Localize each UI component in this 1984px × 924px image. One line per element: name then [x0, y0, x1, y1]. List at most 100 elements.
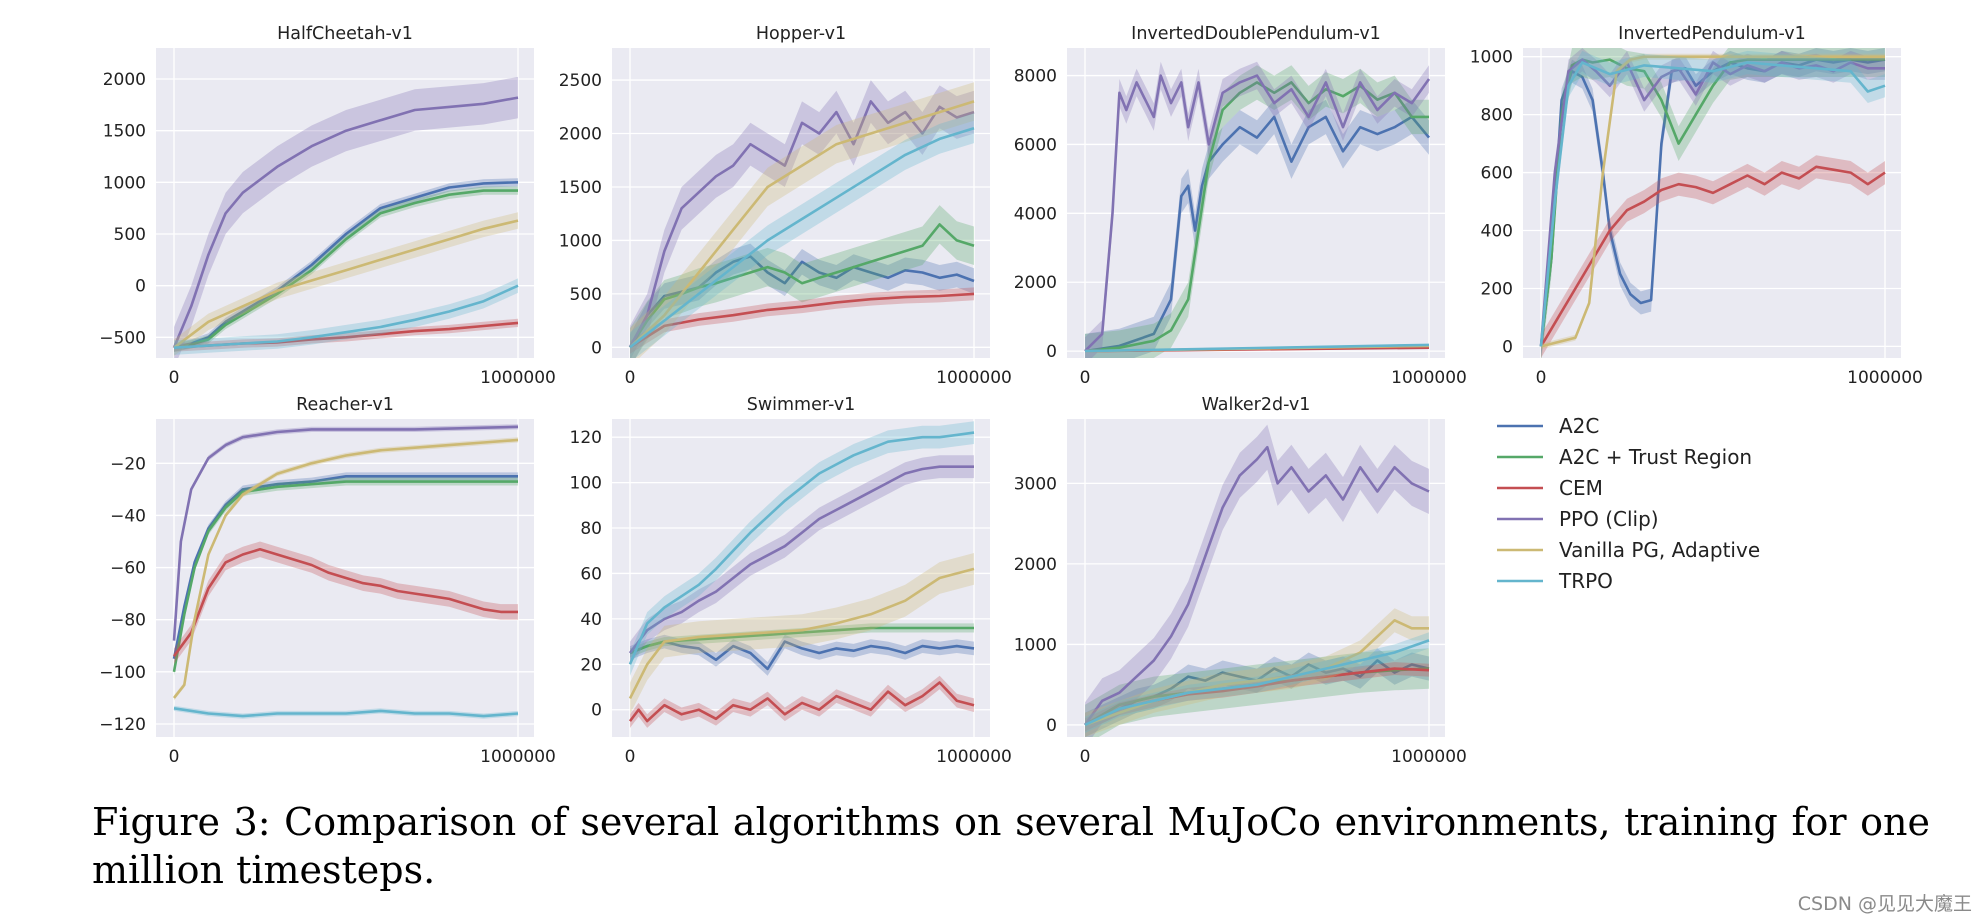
y-tick-label: −500 — [99, 328, 146, 348]
band-vanilla-pg-adaptive — [630, 553, 974, 715]
x-tick-label: 1000000 — [1391, 747, 1467, 767]
series-line-trpo — [1539, 61, 1886, 347]
chart-title: InvertedDoublePendulum-v1 — [1131, 24, 1381, 44]
y-tick-label: −20 — [110, 454, 146, 474]
y-tick-label: 2000 — [103, 70, 146, 90]
plot-background — [1523, 48, 1901, 358]
y-tick-label: 0 — [591, 338, 602, 358]
band-trpo — [630, 421, 974, 676]
x-tick-label: 0 — [625, 368, 636, 388]
chart-title: Hopper-v1 — [756, 24, 846, 44]
series-group — [1084, 61, 1431, 358]
series-group — [628, 421, 975, 728]
series-line-a2c-trust-region — [172, 480, 518, 673]
series-line-vanilla-pg-adaptive — [629, 100, 975, 349]
y-tick-label: 40 — [580, 610, 602, 630]
plot-background — [156, 48, 534, 358]
y-tick-label: 500 — [570, 285, 602, 305]
series-line-trpo — [629, 126, 975, 349]
y-tick-label: 100 — [570, 474, 602, 494]
series-line-trpo — [1084, 639, 1430, 727]
band-a2c-trust-region — [1541, 48, 1885, 358]
band-ppo-clip — [1085, 424, 1429, 737]
band-vanilla-pg-adaptive — [174, 212, 518, 356]
series-line-a2c — [173, 181, 519, 349]
y-tick-label: 1500 — [103, 122, 146, 142]
legend-label-vanilla-pg-adaptive: Vanilla PG, Adaptive — [1559, 538, 1760, 562]
x-tick-label: 0 — [1080, 368, 1091, 388]
legend: A2C A2C + Trust Region CEM PPO (Clip) Vanill… — [1497, 414, 1760, 593]
series-line-ppo-clip — [1083, 445, 1430, 726]
y-tick-label: −40 — [110, 506, 146, 526]
panel-swimmer-v1: 0 1000000 0 20 40 60 80 100 120 Swimmer-v1 — [570, 395, 1012, 767]
y-tick-label: −100 — [99, 663, 146, 683]
x-tick-label: 0 — [169, 368, 180, 388]
legend-label-a2c-trust-region: A2C + Trust Region — [1559, 445, 1752, 469]
y-tick-label: 0 — [1046, 342, 1057, 362]
y-tick-label: 400 — [1481, 222, 1513, 242]
band-trpo — [174, 278, 518, 355]
chart-title: HalfCheetah-v1 — [277, 24, 413, 44]
band-ppo-clip — [1085, 61, 1429, 358]
y-tick-label: 600 — [1481, 164, 1513, 184]
x-tick-label: 0 — [1080, 747, 1091, 767]
y-tick-label: 2000 — [1014, 555, 1057, 575]
series-line-a2c — [628, 255, 975, 348]
band-cem — [1085, 662, 1429, 732]
y-tick-label: 60 — [580, 564, 602, 584]
x-tick-label: 1000000 — [480, 747, 556, 767]
series-line-ppo-clip — [1084, 74, 1431, 353]
x-tick-label: 0 — [169, 747, 180, 767]
series-line-ppo-clip — [628, 100, 975, 348]
y-tick-label: 800 — [1481, 106, 1513, 126]
x-tick-label: 1000000 — [936, 368, 1012, 388]
x-tick-label: 1000000 — [480, 368, 556, 388]
plot-background — [612, 419, 990, 737]
band-ppo-clip — [630, 455, 974, 665]
y-tick-label: 2500 — [559, 71, 602, 91]
series-line-a2c-trust-region — [629, 626, 974, 655]
y-tick-label: −60 — [110, 559, 146, 579]
series-line-vanilla-pg-adaptive — [173, 219, 519, 349]
series-line-vanilla-pg-adaptive — [628, 567, 975, 699]
series-group — [172, 76, 519, 358]
x-tick-label: 1000000 — [1391, 368, 1467, 388]
band-a2c — [1541, 48, 1885, 358]
x-tick-label: 0 — [625, 747, 636, 767]
band-vanilla-pg-adaptive — [1085, 608, 1429, 737]
band-cem — [630, 287, 974, 354]
chart-title: Swimmer-v1 — [747, 395, 856, 415]
legend-label-trpo: TRPO — [1558, 569, 1613, 593]
y-tick-label: 8000 — [1014, 67, 1057, 87]
series-line-a2c — [1084, 115, 1430, 353]
chart-title: Reacher-v1 — [296, 395, 394, 415]
series-line-a2c — [629, 640, 975, 671]
series-line-vanilla-pg-adaptive — [1540, 55, 1885, 348]
panel-inverteddoublependulum-v1: 0 1000000 0 2000 4000 6000 8000 InvertedDoubleP… — [1014, 24, 1467, 388]
band-trpo — [1085, 632, 1429, 733]
y-tick-label: 200 — [1481, 279, 1513, 299]
legend-label-cem: CEM — [1559, 476, 1603, 500]
y-tick-label: 1000 — [103, 173, 146, 193]
series-line-cem — [629, 292, 975, 349]
series-group — [628, 80, 975, 358]
band-a2c-trust-region — [1085, 648, 1429, 737]
series-group — [1083, 424, 1430, 737]
y-tick-label: 500 — [114, 225, 146, 245]
series-line-ppo-clip — [172, 425, 519, 641]
legend-label-a2c: A2C — [1559, 414, 1599, 438]
y-tick-label: 20 — [580, 655, 602, 675]
y-tick-label: 1500 — [559, 178, 602, 198]
y-tick-label: 80 — [580, 519, 602, 539]
series-line-trpo — [628, 431, 975, 665]
y-tick-label: 0 — [591, 701, 602, 721]
y-tick-label: 0 — [1046, 716, 1057, 736]
series-line-trpo — [1084, 343, 1430, 353]
legend-label-ppo-clip: PPO (Clip) — [1559, 507, 1659, 531]
y-tick-label: −80 — [110, 611, 146, 631]
x-tick-label: 1000000 — [1847, 368, 1923, 388]
series-line-trpo — [173, 707, 519, 718]
y-tick-label: 0 — [135, 277, 146, 297]
band-vanilla-pg-adaptive — [630, 82, 974, 358]
